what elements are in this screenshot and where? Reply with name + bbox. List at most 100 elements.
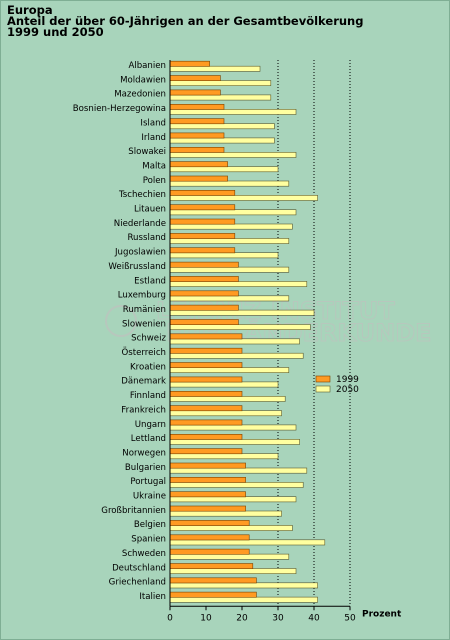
bar-2050	[169, 238, 290, 244]
bar-2050	[169, 123, 275, 130]
bar-1999	[169, 520, 250, 526]
bar-2050	[169, 94, 272, 101]
bar-2050	[169, 352, 304, 359]
category-label: Moldawien	[120, 75, 166, 85]
category-label: Niederlande	[114, 219, 166, 229]
bar-1999	[169, 304, 239, 311]
category-label: Schweden	[122, 549, 166, 559]
category-label: Malta	[142, 161, 166, 171]
bar-2050	[169, 309, 315, 316]
category-label: Frankreich	[121, 405, 166, 415]
category-label: Spanien	[131, 535, 166, 545]
legend-label-2050: 2050	[336, 385, 359, 395]
bar-1999	[169, 89, 221, 96]
bar-2050	[169, 525, 293, 531]
bar-2050	[169, 80, 272, 86]
bar-2050	[169, 496, 297, 503]
bar-1999	[169, 548, 250, 555]
legend-swatch-2050	[315, 385, 331, 393]
bar-2050	[169, 596, 318, 603]
x-tick-label: 10	[200, 613, 212, 623]
category-labels: Albanien Moldawien Mazedonien Bosnien-Herze…	[73, 61, 167, 602]
category-label: Italien	[139, 592, 166, 602]
category-label: Griechenland	[109, 578, 166, 588]
grid	[277, 60, 351, 606]
category-label: Dänemark	[121, 377, 166, 387]
bar-1999	[169, 563, 254, 569]
category-label: Weißrussland	[108, 262, 166, 272]
category-label: Litauen	[134, 205, 166, 215]
bar-1999	[169, 347, 243, 354]
bar-1999	[169, 261, 239, 268]
bar-1999	[169, 276, 239, 282]
x-axis-title: Prozent	[362, 609, 402, 619]
bar-1999	[169, 362, 243, 368]
category-label: Österreich	[122, 347, 166, 358]
bar-1999	[169, 491, 246, 498]
title-line-1: Europa	[7, 3, 53, 17]
title-line-2: Anteil der über 60-Jährigen an der Gesam…	[7, 14, 364, 28]
category-label: Russland	[127, 233, 166, 243]
category-label: Finnland	[130, 391, 166, 401]
chart-title: Europa Anteil der über 60-Jährigen an de…	[7, 3, 364, 39]
category-label: Slowenien	[122, 319, 166, 329]
bar-1999	[169, 333, 243, 340]
bar-2050	[169, 438, 300, 445]
category-label: Estland	[134, 276, 166, 286]
legend-swatch-1999	[315, 375, 331, 383]
bar-2050	[169, 252, 279, 259]
bar-1999	[169, 175, 228, 182]
bar-1999	[169, 218, 236, 225]
bar-1999	[169, 591, 257, 598]
bar-1999	[169, 161, 228, 168]
bar-2050	[169, 467, 308, 474]
category-label: Luxemburg	[118, 291, 166, 301]
title-line-3: 1999 und 2050	[7, 25, 104, 39]
category-label: Albanien	[128, 61, 166, 71]
category-label: Schweiz	[131, 334, 166, 344]
bar-2050	[169, 424, 297, 431]
bar-1999	[169, 476, 246, 483]
bar-1999	[169, 405, 243, 412]
category-label: Norwegen	[122, 448, 166, 458]
category-label: Tschechien	[118, 190, 166, 200]
category-label: Großbritannien	[101, 506, 166, 516]
bar-2050	[169, 481, 304, 488]
bar-2050	[169, 180, 290, 187]
category-label: Ukraine	[133, 492, 166, 502]
bar-2050	[169, 410, 282, 417]
bar-1999	[169, 147, 225, 153]
category-label: Irland	[141, 133, 166, 143]
bar-2050	[169, 553, 290, 560]
bar-2050	[169, 539, 326, 546]
bar-2050	[169, 582, 318, 589]
category-label: Portugal	[130, 477, 166, 487]
bar-2050	[169, 381, 279, 388]
bar-2050	[169, 166, 279, 173]
bar-2050	[169, 281, 308, 287]
bar-1999	[169, 60, 210, 67]
bar-2050	[169, 395, 286, 402]
bar-2050	[169, 367, 290, 373]
bar-1999	[169, 505, 246, 512]
category-label: Island	[140, 118, 166, 128]
bar-2050	[169, 324, 311, 330]
bar-1999	[169, 104, 225, 110]
bar-1999	[169, 319, 239, 325]
category-label: Deutschland	[112, 563, 166, 573]
bar-2050	[169, 453, 279, 460]
legend-label-1999: 1999	[336, 375, 359, 385]
bar-2050	[169, 266, 290, 273]
category-label: Slowakei	[128, 147, 166, 157]
bar-2050	[169, 65, 261, 72]
bar-1999	[169, 448, 243, 455]
category-label: Kroatien	[130, 362, 166, 372]
x-tick-label: 50	[344, 613, 356, 623]
category-label: Bosnien-Herzegowina	[73, 104, 166, 114]
category-label: Belgien	[134, 520, 166, 530]
bar-1999	[169, 204, 236, 211]
category-label: Jugoslawien	[114, 248, 166, 258]
